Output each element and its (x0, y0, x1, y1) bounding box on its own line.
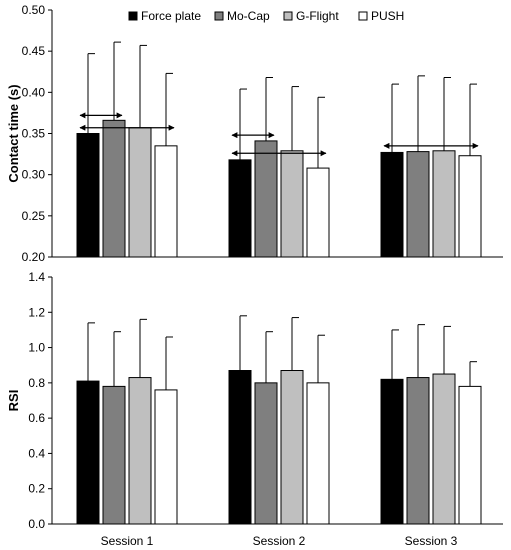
bar (128, 127, 152, 258)
legend-label: Mo-Cap (227, 9, 270, 23)
y-tick-label: 0.2 (28, 482, 45, 496)
y-tick-label: 0.25 (22, 209, 46, 223)
bar (432, 150, 456, 258)
y-tick-label: 0.8 (28, 376, 45, 390)
rsi-chart: 0.0 0.2 0.4 0.6 0.8 1.0 1.2 1.4 RSI Session 1 Sess… (6, 270, 503, 548)
y-axis-label: Contact time (s) (6, 84, 21, 182)
y-tick-label: 0.0 (28, 517, 45, 531)
bar (76, 133, 100, 258)
y-tick-label: 0.40 (22, 85, 46, 99)
legend-swatch (358, 11, 368, 21)
y-tick-label: 1.4 (28, 270, 45, 284)
bar (254, 382, 278, 525)
x-tick-label: Session 2 (253, 534, 306, 548)
bar (280, 370, 304, 525)
bar (406, 377, 430, 525)
y-tick-label: 0.50 (22, 3, 46, 17)
y-tick-label: 0.4 (28, 446, 45, 460)
bar (76, 380, 100, 525)
legend-swatch (128, 11, 138, 21)
y-tick-label: 0.6 (28, 411, 45, 425)
y-tick-label: 0.45 (22, 44, 46, 58)
bar (128, 377, 152, 525)
legend-label: PUSH (371, 9, 404, 23)
x-tick-label: Session 1 (101, 534, 154, 548)
y-axis-label: RSI (6, 390, 21, 412)
legend-swatch (214, 11, 224, 21)
bar (406, 151, 430, 258)
bar (458, 385, 482, 525)
bar (306, 382, 330, 525)
y-tick-label: 1.2 (28, 305, 45, 319)
legend-label: G-Flight (296, 9, 339, 23)
legend: Force plate Mo-Cap G-Flight PUSH (128, 9, 404, 23)
bar (306, 167, 330, 258)
x-tick-label: Session 3 (405, 534, 458, 548)
y-tick-label: 0.30 (22, 168, 46, 182)
y-tick-label: 0.35 (22, 127, 46, 141)
bar (380, 378, 404, 525)
bar (228, 370, 252, 525)
bar (380, 151, 404, 258)
y-tick-label: 0.20 (22, 250, 46, 264)
contact-time-chart: 0.20 0.25 0.30 0.35 0.40 0.45 0.50 Contact time… (6, 3, 503, 264)
bar (432, 373, 456, 525)
bar (254, 140, 278, 258)
legend-swatch (283, 11, 293, 21)
bar (154, 145, 178, 258)
bar (458, 155, 482, 258)
y-tick-label: 1.0 (28, 341, 45, 355)
bar (102, 119, 126, 258)
legend-label: Force plate (141, 9, 201, 23)
bar (228, 159, 252, 258)
bar (154, 389, 178, 525)
bar (280, 150, 304, 258)
bar (102, 385, 126, 525)
